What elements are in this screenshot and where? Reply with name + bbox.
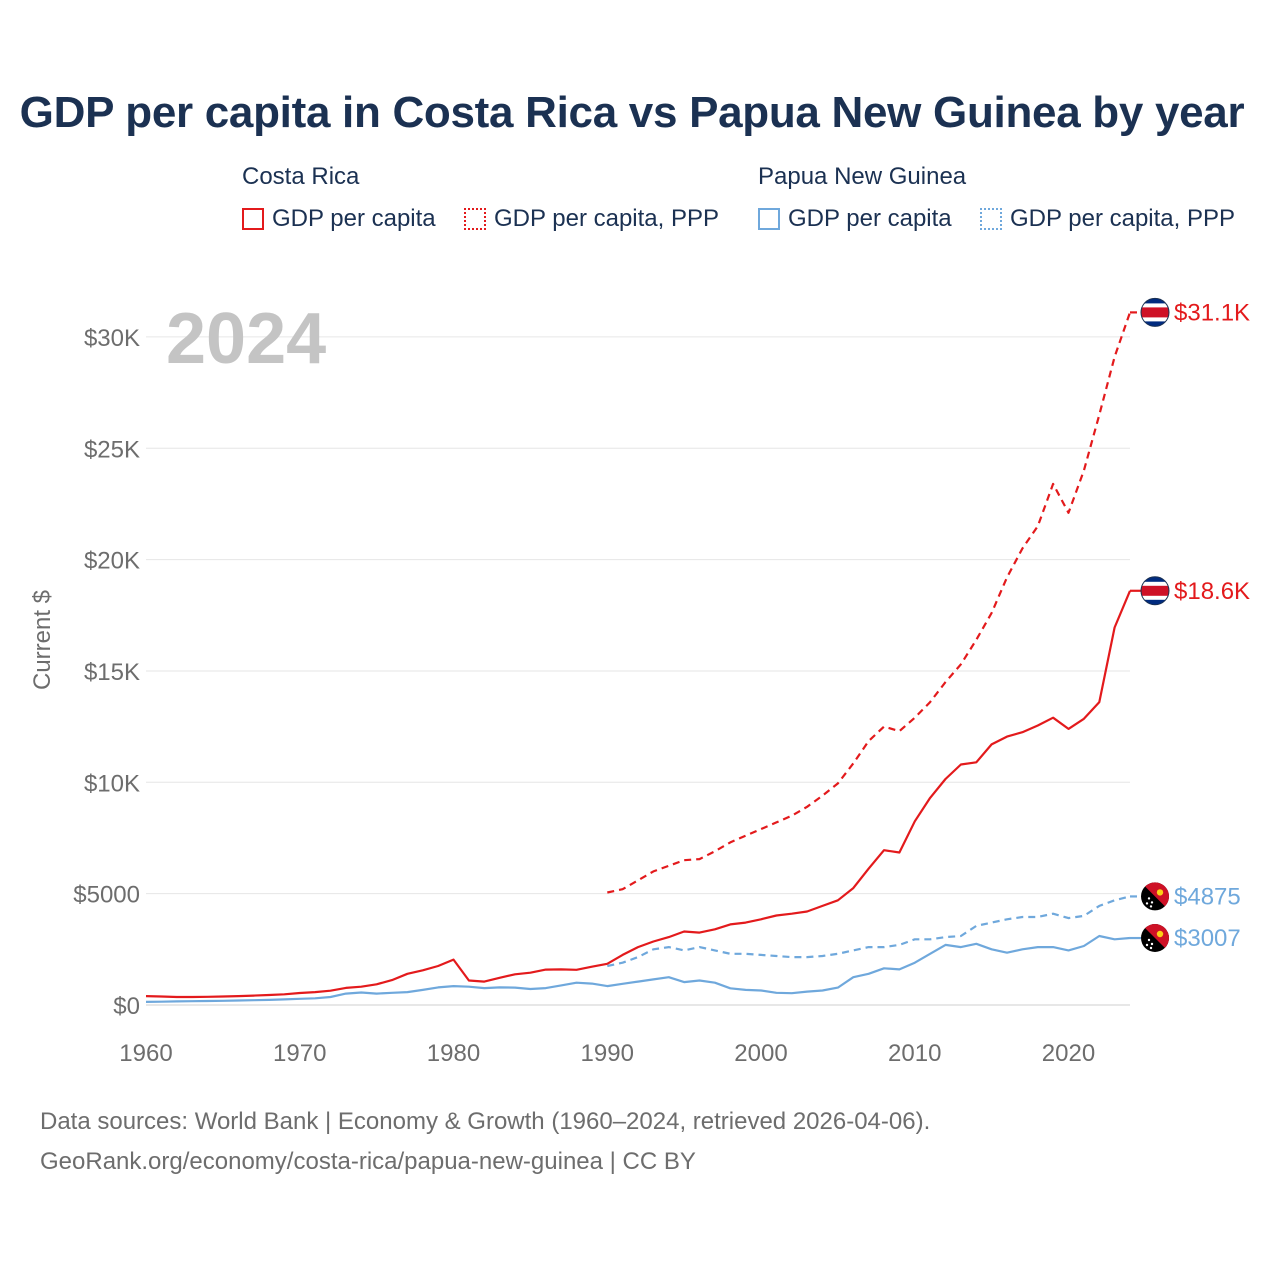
x-tick-label: 1970: [273, 1040, 326, 1067]
y-tick-label: $15K: [84, 659, 140, 686]
costa-rica-flag-icon: [1140, 297, 1170, 327]
line-chart: $0 $5000 $10K $15K $20K $25K $30K 1960 1970 1980…: [29, 297, 1250, 1067]
footer-sources: Data sources: World Bank | Economy & Gro…: [40, 1108, 931, 1135]
legend-group-costa-rica: Costa Rica: [242, 163, 360, 190]
y-tick-label: $5000: [73, 882, 140, 909]
legend-item-cr-gdp-ppp[interactable]: GDP per capita, PPP: [464, 204, 719, 234]
papua-new-guinea-flag-icon: [1141, 924, 1169, 952]
legend-label: GDP per capita, PPP: [1010, 205, 1235, 232]
x-tick-label: 2020: [1042, 1040, 1095, 1067]
chart-title: GDP per capita in Costa Rica vs Papua Ne…: [19, 88, 1245, 137]
y-tick-label: $25K: [84, 436, 140, 463]
legend-label: GDP per capita: [788, 205, 952, 232]
series-end-label: $31.1K: [1174, 299, 1250, 326]
legend-swatch-dotted-red: [464, 208, 486, 230]
footer-credit[interactable]: GeoRank.org/economy/costa-rica/papua-new…: [40, 1148, 696, 1175]
y-tick-label: $0: [113, 993, 140, 1020]
x-tick-label: 2000: [734, 1040, 787, 1067]
series-end-label: $18.6K: [1174, 578, 1250, 605]
costa-rica-flag-icon: [1140, 576, 1170, 606]
end-markers: $18.6K $31.1K $3007 $4875: [1130, 297, 1250, 952]
year-label: 2024: [166, 299, 326, 379]
series-end-label: $3007: [1174, 925, 1241, 952]
legend-label: GDP per capita, PPP: [494, 205, 719, 232]
legend-swatch-solid-blue: [758, 208, 780, 230]
y-axis-label: Current $: [29, 590, 56, 690]
legend-swatch-dotted-blue: [980, 208, 1002, 230]
series-line[interactable]: [145, 934, 1131, 1003]
legend-item-png-gdp-ppp[interactable]: GDP per capita, PPP: [980, 204, 1235, 234]
y-tick-label: $20K: [84, 548, 140, 575]
y-tick-label: $10K: [84, 770, 140, 797]
y-tick-label: $30K: [84, 325, 140, 352]
papua-new-guinea-flag-icon: [1141, 882, 1169, 911]
series-line[interactable]: [607, 895, 1131, 968]
series-end-label: $4875: [1174, 883, 1241, 910]
x-tick-label: 1960: [119, 1040, 172, 1067]
legend-item-cr-gdp[interactable]: GDP per capita: [242, 204, 436, 234]
x-axis-ticks: 1960 1970 1980 1990 2000 2010 2020: [119, 1040, 1095, 1067]
x-tick-label: 2010: [888, 1040, 941, 1067]
x-tick-label: 1980: [427, 1040, 480, 1067]
legend-swatch-solid-red: [242, 208, 264, 230]
legend-item-png-gdp[interactable]: GDP per capita: [758, 204, 952, 234]
legend-label: GDP per capita: [272, 205, 436, 232]
gridlines: [146, 336, 1130, 1006]
y-axis-ticks: $0 $5000 $10K $15K $20K $25K $30K: [73, 325, 140, 1020]
series-lines: [145, 312, 1132, 1003]
series-line[interactable]: [145, 590, 1132, 999]
series-line[interactable]: [607, 312, 1132, 894]
legend-group-papua-new-guinea: Papua New Guinea: [758, 163, 967, 190]
x-tick-label: 1990: [581, 1040, 634, 1067]
